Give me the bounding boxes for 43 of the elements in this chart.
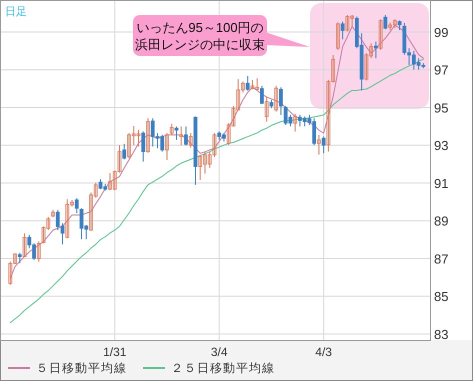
candlestick [336,22,340,50]
candlestick [141,130,146,162]
candlestick [317,134,321,156]
candlestick [36,240,41,262]
y-tick-label: 85 [434,289,448,304]
legend-label: ５日移動平均線 [36,361,127,375]
legend-label: ２５日移動平均線 [171,361,275,375]
y-tick-label: 83 [434,326,448,342]
candlestick [74,198,79,214]
candlestick [374,41,378,59]
candlestick [165,132,169,160]
candlestick [188,132,193,148]
candlestick [260,85,264,105]
text: 日足 [5,6,27,18]
candlestick [184,126,188,146]
y-tick-label: 89 [434,214,448,229]
candlestick [170,123,174,136]
candlestick [340,21,345,40]
candlestick [293,113,298,132]
x-tick-label: 3/4 [210,345,228,359]
annotation: いったん95～100円の浜田レンジの中に収束 [135,20,265,52]
y-tick-label: 95 [434,100,448,116]
candlestick [274,85,278,112]
candlestick [18,252,22,264]
candlestick [378,18,383,50]
candlestick [264,96,269,122]
candlestick [383,14,388,30]
candlestick [322,136,326,154]
candlestick [122,143,126,160]
y-tick-label: 87 [434,251,448,266]
candlestick [279,86,283,116]
x-tick-label: 4/3 [315,345,332,359]
y-tick-label: 99 [434,24,448,40]
candlestick [398,20,402,31]
candlestick [174,126,178,140]
y-tick-label: 97 [434,62,448,78]
candlestick [146,118,150,154]
y-tick-label: 93 [434,138,448,154]
y-tick-label: 91 [434,176,448,191]
candlestick [179,126,184,146]
x-tick-label: 1/31 [103,345,127,359]
candlestick [22,232,26,258]
candlestick [246,75,250,92]
